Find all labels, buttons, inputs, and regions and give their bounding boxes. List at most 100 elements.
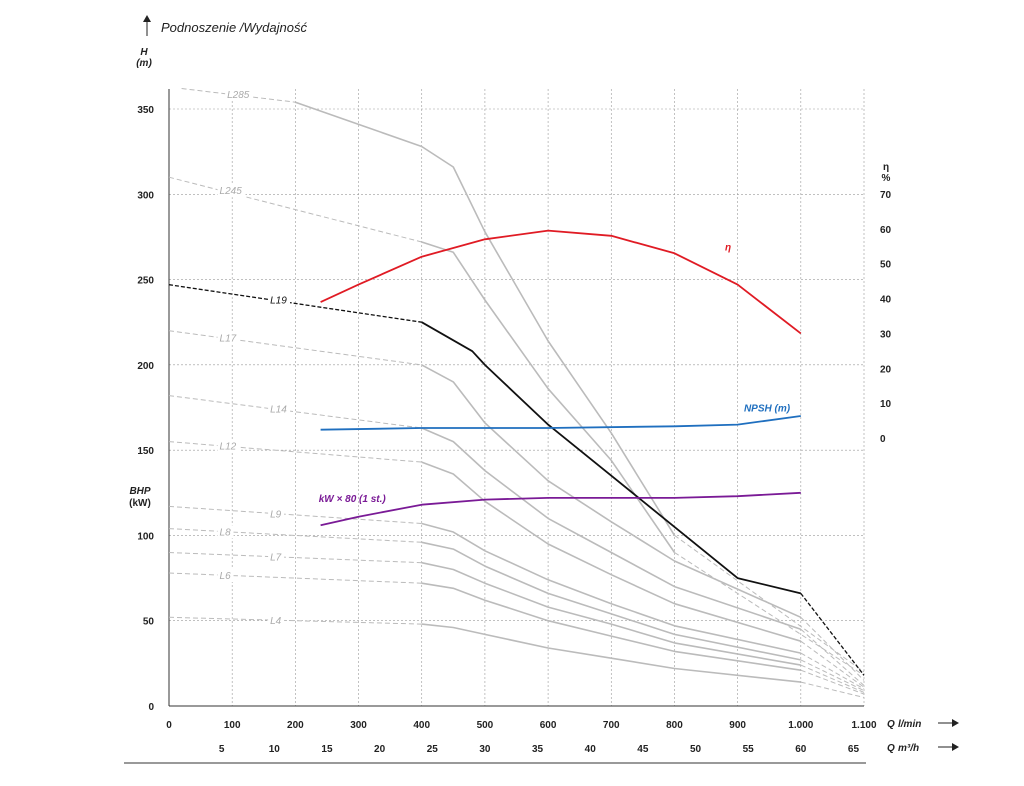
curve-L7 xyxy=(168,552,865,693)
eta-axis-unit: % xyxy=(882,173,891,184)
curve-label-bg-L12 xyxy=(217,439,240,453)
curve-L17-front xyxy=(168,330,422,366)
curve-L245-tail xyxy=(674,552,865,676)
x2-tick-label-45: 45 xyxy=(637,744,649,755)
curve-label-L7: L7 xyxy=(270,553,282,564)
curve-label-bg-L7 xyxy=(268,550,285,564)
curve-L6-line xyxy=(421,582,801,671)
power-label: kW × 80 (1 st.) xyxy=(319,494,387,505)
x2-tick-label-40: 40 xyxy=(585,744,597,755)
x2-tick-label-50: 50 xyxy=(690,744,702,755)
y-axis-unit: (m) xyxy=(136,58,152,69)
x-tick-label-3: 300 xyxy=(350,720,367,731)
x-arrow-icon xyxy=(952,719,959,727)
curve-L9-front xyxy=(168,505,422,524)
curve-label-L12: L12 xyxy=(220,442,237,453)
curve-L12-line xyxy=(421,461,802,642)
curve-L4 xyxy=(168,616,865,698)
y-axis-symbol: H xyxy=(140,47,148,58)
y-tick-label-250: 250 xyxy=(137,276,154,287)
x2-tick-label-30: 30 xyxy=(479,744,491,755)
curve-L7-tail xyxy=(800,664,865,693)
curve-L12 xyxy=(168,441,865,688)
power-curve xyxy=(320,491,801,527)
eta-tick-label-0: 0 xyxy=(880,434,886,445)
curve-L4-front xyxy=(168,616,422,625)
curve-label-L14: L14 xyxy=(270,405,287,416)
curve-label-L245: L245 xyxy=(220,186,243,197)
curve-L14 xyxy=(168,395,865,686)
y-tick-label-150: 150 xyxy=(137,446,154,457)
curve-L9-tail xyxy=(800,652,865,690)
x2-tick-label-15: 15 xyxy=(321,744,333,755)
eta-tick-label-60: 60 xyxy=(880,225,892,236)
curve-L4-tail xyxy=(800,681,865,698)
efficiency-curve xyxy=(320,229,802,335)
chart-title: Podnoszenie /Wydajność xyxy=(161,20,307,35)
y-tick-label-300: 300 xyxy=(137,190,154,201)
curve-label-L19: L19 xyxy=(270,296,287,307)
curve-L6-tail xyxy=(800,669,865,695)
curve-L14-line xyxy=(421,427,802,630)
efficiency-label: η xyxy=(725,242,731,253)
curve-label-L6: L6 xyxy=(220,571,232,582)
eta-tick-label-20: 20 xyxy=(880,364,892,375)
x2-tick-label-55: 55 xyxy=(743,744,755,755)
curve-L17 xyxy=(168,330,865,681)
eta-tick-label-50: 50 xyxy=(880,260,892,271)
x-tick-label-2: 200 xyxy=(287,720,304,731)
curve-L12-tail xyxy=(800,640,865,688)
y-tick-label-100: 100 xyxy=(137,531,154,542)
eta-tick-label-70: 70 xyxy=(880,190,892,201)
grid xyxy=(169,89,865,706)
curve-label-L4: L4 xyxy=(270,616,282,627)
x-tick-label-4: 400 xyxy=(413,720,430,731)
curve-label-bg-L6 xyxy=(217,569,234,583)
curve-label-bg-L9 xyxy=(268,507,285,521)
model-curves xyxy=(168,88,865,698)
y-tick-label-200: 200 xyxy=(137,361,154,372)
curve-L19 xyxy=(168,284,865,676)
curve-L285-line xyxy=(295,101,676,536)
eta-tick-label-30: 30 xyxy=(880,329,892,340)
curve-L8-tail xyxy=(800,659,865,692)
curve-L12-front xyxy=(168,441,422,463)
curve-L8 xyxy=(168,528,865,692)
curve-label-bg-L8 xyxy=(217,525,234,539)
curve-label-L285: L285 xyxy=(227,90,250,101)
bhp-symbol: BHP xyxy=(129,486,150,497)
curve-L17-line xyxy=(421,364,802,619)
curve-L14-tail xyxy=(800,628,865,686)
x2-unit-label: m³/h xyxy=(898,743,919,754)
y-tick-label-350: 350 xyxy=(137,105,154,116)
curve-L245-line xyxy=(421,241,676,553)
x2-tick-label-5: 5 xyxy=(219,744,225,755)
curve-label-bg-L285 xyxy=(225,87,254,101)
curve-label-L17: L17 xyxy=(220,334,237,345)
bhp-unit: (kW) xyxy=(129,498,151,509)
x2-arrow-icon xyxy=(952,743,959,751)
y-tick-label-0: 0 xyxy=(148,702,154,713)
curve-label-bg-L4 xyxy=(268,614,285,628)
curve-L4-line xyxy=(421,623,801,683)
eta-tick-label-40: 40 xyxy=(880,295,892,306)
x-tick-label-10: 1.000 xyxy=(788,720,813,731)
curve-L6 xyxy=(168,572,865,695)
curve-L8-front xyxy=(168,528,422,543)
npsh-curve xyxy=(320,415,801,431)
curve-L17-tail xyxy=(800,616,865,681)
x2-tick-label-25: 25 xyxy=(427,744,439,755)
curve-L8-line xyxy=(421,541,801,661)
x-tick-label-5: 500 xyxy=(477,720,494,731)
eta-axis-symbol: η xyxy=(883,162,889,173)
x2-tick-label-60: 60 xyxy=(795,744,807,755)
x2-tick-label-20: 20 xyxy=(374,744,386,755)
y-tick-label-50: 50 xyxy=(143,617,155,628)
curve-label-bg-L19 xyxy=(268,293,291,307)
curve-L19-front xyxy=(168,284,422,323)
x2-unit-prefix: Q xyxy=(887,743,895,754)
curve-L19-line xyxy=(421,321,802,595)
eta-tick-label-10: 10 xyxy=(880,399,892,410)
